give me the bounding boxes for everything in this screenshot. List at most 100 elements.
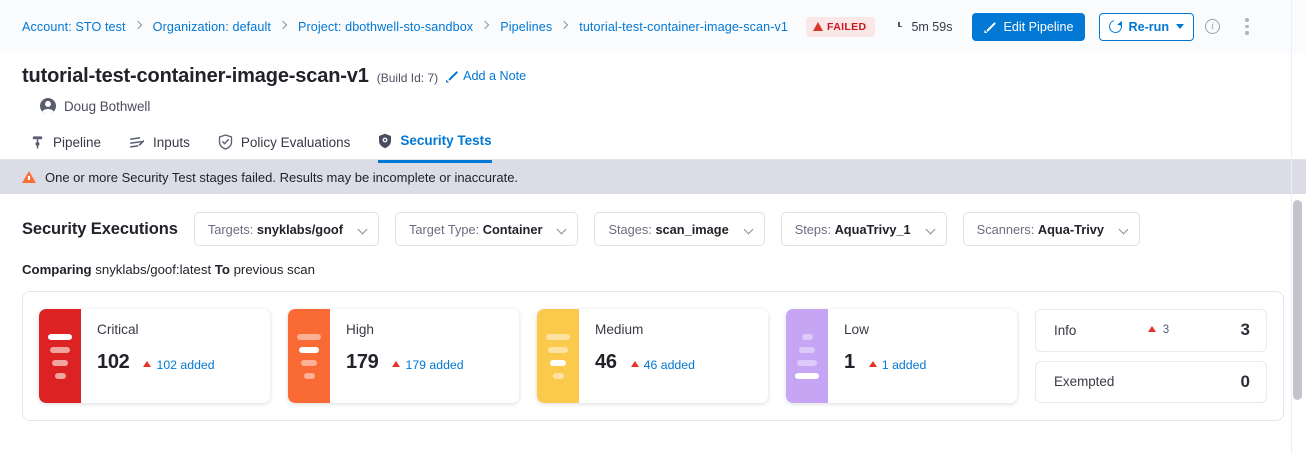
up-triangle-icon [143,361,152,367]
breadcrumb-pipelines[interactable]: Pipelines [500,19,553,34]
severity-card-body: High 179 179 added [330,309,519,403]
severity-bars-icon [288,309,330,403]
severity-card-label: Medium [595,322,644,337]
vertical-scrollbar[interactable] [1293,200,1302,400]
chevron-down-icon [359,225,368,234]
status-badge: FAILED [806,16,876,37]
up-triangle-icon [868,361,877,367]
comparing-source: snyklabs/goof:latest [95,262,212,277]
chevron-down-icon [1120,225,1129,234]
breadcrumb-pipeline-name[interactable]: tutorial-test-container-image-scan-v1 [579,19,789,34]
severity-card-added: 46 added [630,358,695,372]
page-title: tutorial-test-container-image-scan-v1 [22,65,369,87]
inputs-icon [129,135,145,150]
info-value: 3 [1240,320,1250,340]
severity-bar-2 [52,359,68,366]
severity-card-low[interactable]: Low 1 1 added [786,309,1017,403]
severity-card-values: 46 46 added [595,351,754,374]
info-delta-label: 3 [1162,324,1170,337]
pencil-icon [446,70,458,82]
severity-card-added: 1 added [868,358,926,372]
tab-pipeline-label: Pipeline [53,134,102,150]
severity-bar-2 [797,359,817,366]
edit-pipeline-button[interactable]: Edit Pipeline [972,12,1086,41]
filter-target-type[interactable]: Target Type: Container [394,212,579,246]
severity-card-values: 179 179 added [346,351,505,374]
severity-bars-icon [786,309,828,403]
security-shield-icon [378,133,392,149]
severity-card-body: Critical 102 102 added [81,309,270,403]
severity-card-label: High [346,322,374,337]
tab-inputs[interactable]: Inputs [129,135,190,161]
info-icon[interactable]: i [1205,19,1221,34]
security-executions-section: Security Executions Targets: snyklabs/go… [0,194,1306,421]
warning-triangle-icon [22,171,36,183]
severity-card-medium[interactable]: Medium 46 46 added [537,309,768,403]
warning-banner: One or more Security Test stages failed.… [0,160,1306,194]
tab-policy-evaluations-label: Policy Evaluations [240,134,351,150]
filter-targets[interactable]: Targets: snyklabs/goof [193,212,379,246]
filter-scanners-label: Scanners: [976,221,1035,237]
breadcrumb-organization[interactable]: Organization: default [152,19,271,34]
build-id-label: (Build Id: 7) [376,71,439,85]
exempted-label: Exempted [1054,374,1115,390]
severity-bar-1 [299,346,319,353]
filter-steps[interactable]: Steps: AquaTrivy_1 [780,212,947,246]
severity-bar-2 [301,359,317,366]
status-badge-label: FAILED [827,20,867,33]
tab-policy-evaluations[interactable]: Policy Evaluations [218,134,351,161]
up-triangle-icon [392,361,401,367]
breadcrumb-project[interactable]: Project: dbothwell-sto-sandbox [298,19,474,34]
info-row[interactable]: Info 3 3 [1035,309,1267,352]
severity-bars-icon [39,309,81,403]
severity-card-count: 179 [346,351,379,373]
severity-bar-1 [799,346,815,353]
severity-summary-panel: Critical 102 102 added High [22,291,1284,421]
breadcrumb-separator [561,21,570,33]
severity-card-body: Medium 46 46 added [579,309,768,403]
breadcrumb-separator [280,21,289,33]
breadcrumb-separator [482,21,491,33]
tab-security-tests[interactable]: Security Tests [378,133,492,163]
info-delta: 3 [1076,324,1240,336]
refresh-icon [1107,17,1125,36]
exempted-row[interactable]: Exempted 0 [1035,360,1267,403]
filter-stages[interactable]: Stages: scan_image [594,212,765,246]
rerun-label: Re-run [1128,19,1170,34]
filter-target-type-value: Container [482,221,543,237]
severity-card-values: 102 102 added [97,351,256,374]
chevron-down-icon[interactable] [1176,24,1185,29]
tab-security-tests-label: Security Tests [400,133,492,148]
severity-bar-1 [50,346,70,353]
breadcrumb-account[interactable]: Account: STO test [22,19,126,34]
tab-inputs-label: Inputs [153,134,190,150]
top-action-bar: Account: STO test Organization: default … [0,0,1306,53]
clock-icon [893,20,906,33]
tab-pipeline[interactable]: Pipeline [30,135,101,161]
scrollbar-track [1291,0,1306,454]
pencil-icon [984,21,996,33]
filter-target-type-label: Target Type: [408,221,480,237]
filter-scanners[interactable]: Scanners: Aqua-Trivy [962,212,1140,246]
add-note-button[interactable]: Add a Note [446,69,526,83]
severity-bar-0 [297,333,321,340]
filter-steps-value: AquaTrivy_1 [834,221,911,237]
build-duration: 5m 59s [893,20,952,34]
severity-card-label: Low [844,322,869,337]
severity-card-count: 46 [595,351,617,373]
severity-card-high[interactable]: High 179 179 added [288,309,519,403]
pipeline-title-block: tutorial-test-container-image-scan-v1 (B… [0,53,1306,114]
filter-scanners-value: Aqua-Trivy [1037,221,1104,237]
edit-pipeline-label: Edit Pipeline [1003,19,1074,34]
info-label: Info [1054,322,1077,338]
title-row: tutorial-test-container-image-scan-v1 (B… [22,65,1284,88]
rerun-button[interactable]: Re-run [1099,12,1195,41]
severity-card-critical[interactable]: Critical 102 102 added [39,309,270,403]
chevron-down-icon [927,225,936,234]
secondary-counts: Info 3 3 Exempted 0 [1035,309,1267,403]
comparing-target: previous scan [233,262,315,277]
severity-card-body: Low 1 1 added [828,309,1017,403]
more-options-icon[interactable] [1238,16,1256,38]
build-duration-label: 5m 59s [911,19,953,34]
